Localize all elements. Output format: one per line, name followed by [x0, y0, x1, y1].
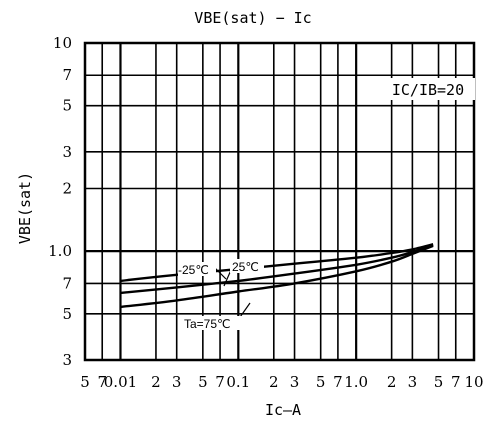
- x-tick-label: 5: [434, 373, 444, 391]
- curves: [120, 243, 434, 309]
- x-tick-label: 3: [408, 373, 418, 391]
- x-tick-label: 7: [215, 373, 225, 391]
- chart-title: VBE(sat) − Ic: [194, 9, 311, 27]
- leader-minus25c: [214, 267, 227, 280]
- y-tick-labels: 10 7 5 3 2 1.0 7 5 3: [48, 34, 72, 369]
- x-tick-label: 5: [198, 373, 208, 391]
- x-tick-label: 5: [80, 373, 90, 391]
- y-tick-label: 2: [62, 179, 72, 197]
- curve-label-bg-75: [184, 316, 242, 330]
- series-label-75: Ta=75℃: [184, 317, 231, 331]
- series-label-m25: -25℃: [178, 263, 209, 277]
- curve-label-bg-m25: [178, 262, 216, 276]
- y-axis-label: VBE(sat): [16, 172, 34, 244]
- x-tick-label: 3: [290, 373, 300, 391]
- x-tick-label: 5: [316, 373, 326, 391]
- y-tick-label: 7: [62, 66, 72, 84]
- curve-75c: [120, 244, 434, 309]
- series-label-25: 25℃: [232, 260, 259, 274]
- x-tick-label: 7: [97, 373, 107, 391]
- x-tick-label: 7: [333, 373, 343, 391]
- plot-area: [83, 41, 476, 362]
- y-tick-label: 10: [53, 34, 72, 52]
- y-tick-label: 5: [62, 305, 72, 323]
- x-tick-label: 2: [151, 373, 161, 391]
- curve-label-bg-25: [230, 259, 264, 273]
- x-tick-label: 0.1: [226, 373, 250, 391]
- x-tick-labels: 5 70.01 2 3 5 7 0.1 2 3 5 7 1.0 2 3 5 7 10: [80, 373, 483, 391]
- x-tick-label: 3: [172, 373, 182, 391]
- x-axis-label: Ic—A: [265, 401, 301, 419]
- x-tick-label: 1.0: [344, 373, 368, 391]
- y-tick-label: 5: [62, 97, 72, 115]
- y-tick-label: 3: [62, 143, 72, 161]
- x-tick-label: 0.01: [104, 373, 137, 391]
- y-tick-label: 7: [62, 274, 72, 292]
- y-tick-label: 3: [62, 351, 72, 369]
- annotation-box: [382, 78, 475, 100]
- x-tick-label: 10: [464, 373, 483, 391]
- ratio-annotation: IC/IB=20: [392, 81, 464, 99]
- y-tick-label: 1.0: [48, 242, 72, 260]
- x-tick-label: 2: [269, 373, 279, 391]
- leader-25c: [223, 269, 232, 287]
- x-tick-label: 2: [387, 373, 397, 391]
- curve-25c: [120, 243, 434, 295]
- x-tick-label: 7: [451, 373, 461, 391]
